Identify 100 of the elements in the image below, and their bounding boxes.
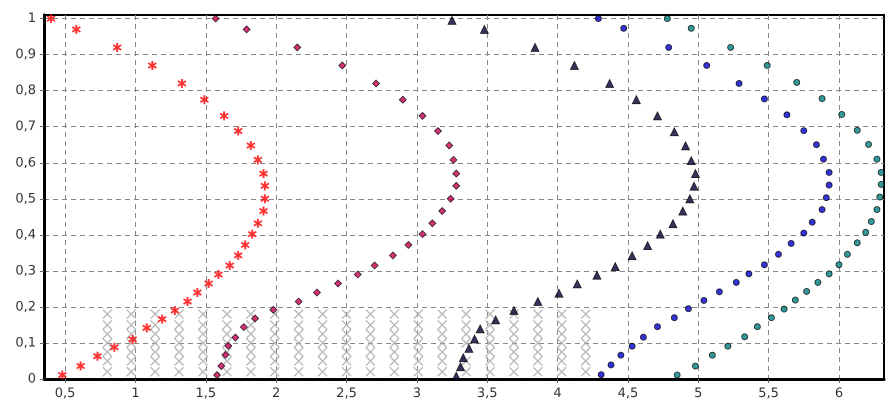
x-tick-label: 2,5 [336,386,357,401]
point [246,356,256,366]
point [150,366,160,377]
point [150,338,160,348]
point [92,352,102,361]
point [389,346,400,357]
point [318,328,328,339]
point [174,346,184,357]
point [580,338,591,348]
point [413,338,424,348]
point [225,260,234,270]
point [703,62,710,69]
point [532,366,543,377]
point [183,297,192,306]
point [342,356,352,366]
point [58,370,67,380]
point [246,346,256,357]
point [413,309,424,320]
point [222,350,230,359]
point [174,356,184,366]
point [365,309,376,320]
point [270,328,280,339]
point [800,230,808,236]
point [580,328,591,339]
point [318,356,328,366]
point [365,320,376,330]
point [532,356,543,366]
point [485,338,496,348]
point [556,338,567,348]
point [485,328,496,339]
point [686,156,696,165]
point [452,182,460,190]
point [554,288,564,298]
point [318,338,328,348]
point [820,156,827,163]
point [690,182,698,191]
x-tick-label: 3,5 [476,386,498,401]
point [532,320,543,330]
point [874,156,880,163]
point [269,306,278,314]
point [294,346,304,357]
point [126,309,136,320]
point [594,15,602,22]
point [294,309,304,320]
y-tick-label: 0,3 [15,263,36,278]
point [654,323,661,330]
point [242,26,251,34]
point [192,288,202,298]
point [389,366,400,377]
point [270,356,280,366]
point [174,366,184,377]
x-tick-label: 1 [131,386,140,401]
point [532,309,543,320]
point [572,279,582,288]
point [674,372,681,378]
point [437,309,448,320]
point [532,346,543,357]
point [813,141,820,148]
point [530,43,540,52]
point [800,127,808,134]
point [246,320,256,330]
point [413,346,424,357]
y-tick-label: 0,8 [15,83,36,98]
point [792,296,799,304]
point [334,280,342,288]
point [508,320,519,330]
point [112,42,122,52]
point [150,328,160,339]
point [664,15,671,22]
point [318,366,328,377]
point [653,112,662,120]
point [110,342,119,352]
point [510,306,518,315]
point [418,112,426,120]
point [874,206,880,214]
point [814,279,822,286]
point [126,320,136,330]
point [780,306,788,312]
point [480,25,489,34]
point [437,366,448,377]
point [556,309,567,320]
point [768,314,775,322]
point [434,127,442,135]
point [365,338,376,348]
point [580,366,591,377]
point [126,346,136,357]
point [222,309,232,320]
point [826,169,833,176]
point [102,338,112,348]
point [102,366,112,377]
point [170,306,180,316]
point [854,126,861,134]
point [508,346,519,357]
point [764,62,771,69]
point [342,328,352,339]
point [878,169,885,176]
point [246,338,256,348]
point [270,338,280,348]
x-tick-label: 5 [694,386,702,401]
point [240,323,248,332]
